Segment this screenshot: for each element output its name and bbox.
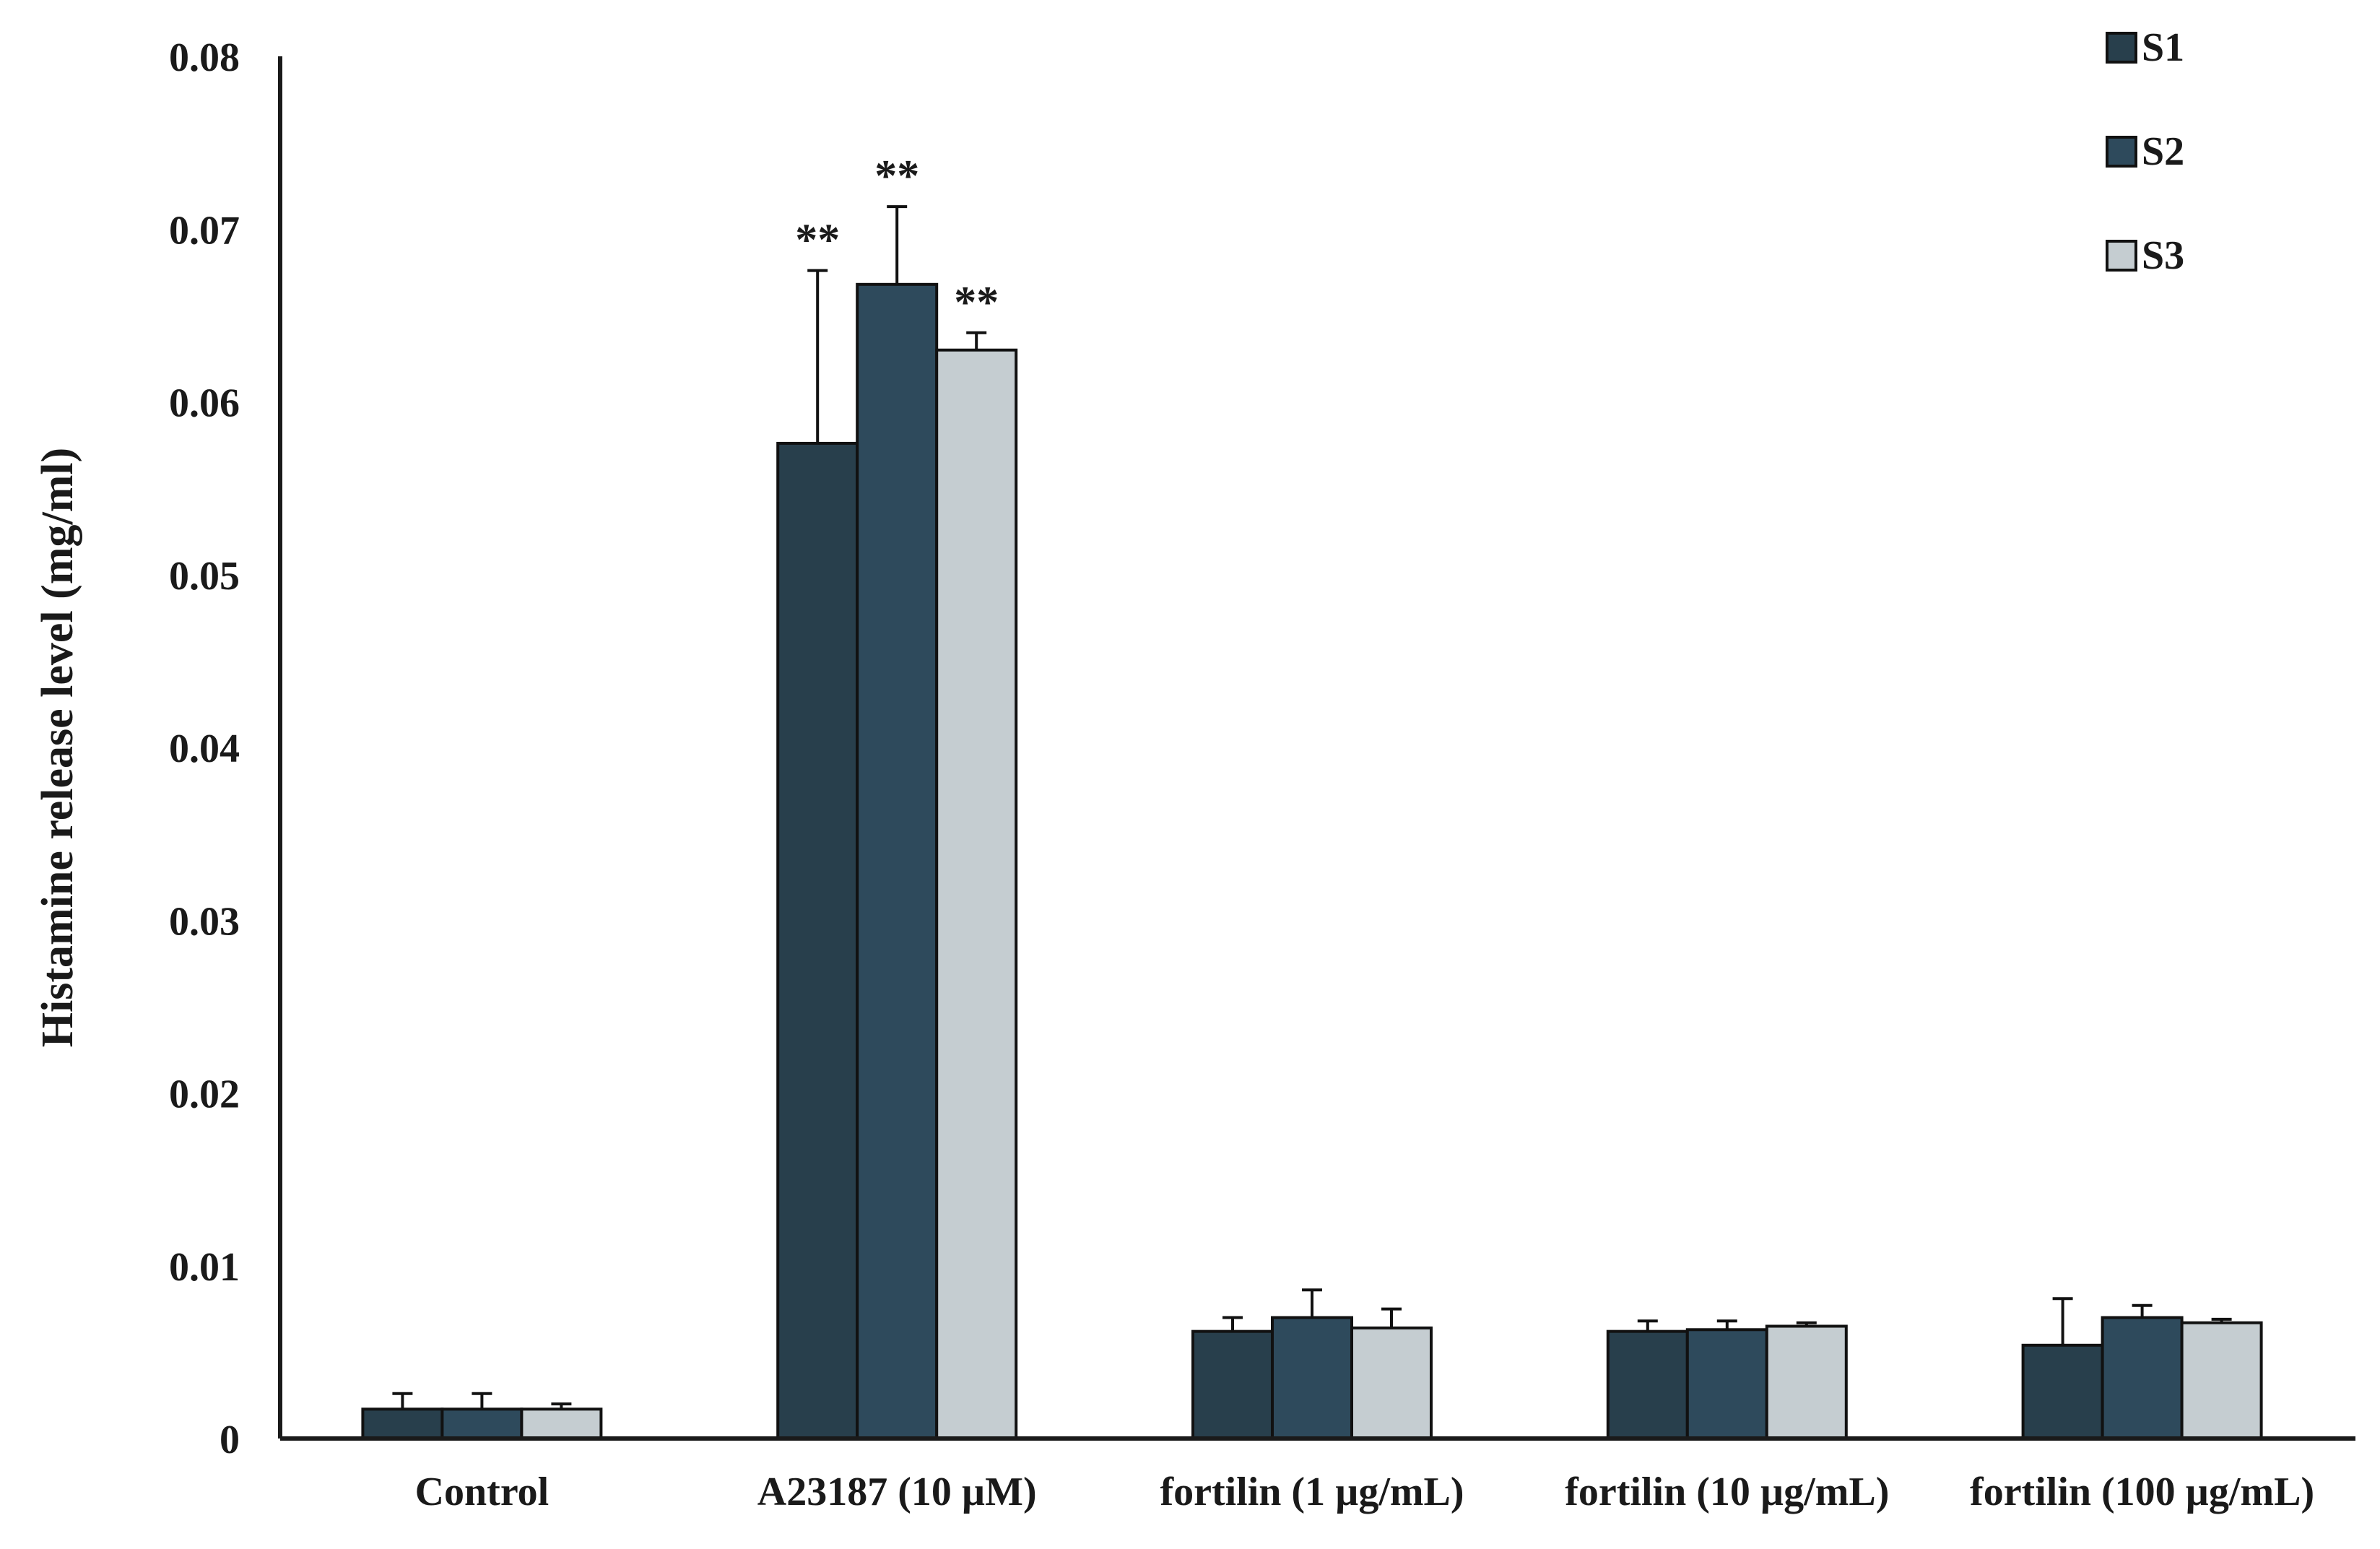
bar-s2 (2101, 1316, 2184, 1441)
bar-s2 (856, 282, 939, 1440)
significance-marker: ** (874, 152, 919, 201)
x-tick-label: Control (415, 1470, 550, 1514)
y-tick-label: 0.08 (169, 35, 240, 80)
bar-s3 (2180, 1321, 2263, 1441)
y-tick-label: 0.05 (169, 554, 240, 599)
bar-s2 (1271, 1316, 1353, 1441)
bar-s1 (776, 441, 859, 1440)
bar-s3 (935, 348, 1018, 1441)
legend-label-s3: S3 (2142, 233, 2184, 278)
bar-s3 (1350, 1326, 1433, 1440)
y-tick-label: 0.07 (169, 208, 240, 253)
significance-marker: ** (954, 278, 999, 327)
annotations-layer: ** ** ** (795, 152, 999, 327)
bar-s1 (361, 1407, 444, 1441)
axes-layer (278, 56, 2355, 1441)
x-tick-label: fortilin (1 µg/mL) (1160, 1470, 1464, 1514)
bars-layer (361, 282, 2263, 1441)
bar-s3 (520, 1407, 603, 1441)
y-tick-label: 0.02 (169, 1072, 240, 1117)
legend-swatch-s3 (2106, 240, 2137, 272)
bar-s2 (1685, 1328, 1768, 1440)
bar-s1 (1606, 1329, 1689, 1441)
bar-s1 (2021, 1343, 2104, 1441)
legend: S1 S2 S3 (2106, 25, 2184, 278)
legend-swatch-s2 (2106, 136, 2137, 168)
error-bars-layer (392, 205, 2232, 1410)
x-tick-label: A23187 (10 µM) (757, 1470, 1037, 1514)
significance-marker: ** (795, 216, 840, 265)
bar-s2 (440, 1407, 524, 1441)
y-tick-labels: 0 0.01 0.02 0.03 0.04 0.05 0.06 0.07 0.08 (169, 35, 240, 1462)
x-tick-labels: Control A23187 (10 µM) fortilin (1 µg/mL) f… (415, 1470, 2315, 1514)
legend-label-s2: S2 (2142, 129, 2184, 174)
x-tick-label: fortilin (100 µg/mL) (1970, 1470, 2314, 1514)
y-tick-label: 0.01 (169, 1245, 240, 1290)
bar-s3 (1765, 1324, 1848, 1441)
x-tick-label: fortilin (10 µg/mL) (1565, 1470, 1889, 1514)
y-axis-title: Histamine release level (mg/ml) (33, 448, 82, 1047)
legend-label-s1: S1 (2142, 25, 2184, 70)
y-tick-label: 0 (220, 1418, 240, 1462)
y-tick-label: 0.03 (169, 899, 240, 944)
legend-swatch-s1 (2106, 32, 2137, 64)
y-tick-label: 0.04 (169, 726, 240, 771)
y-tick-label: 0.06 (169, 381, 240, 426)
bar-s1 (1191, 1329, 1274, 1441)
